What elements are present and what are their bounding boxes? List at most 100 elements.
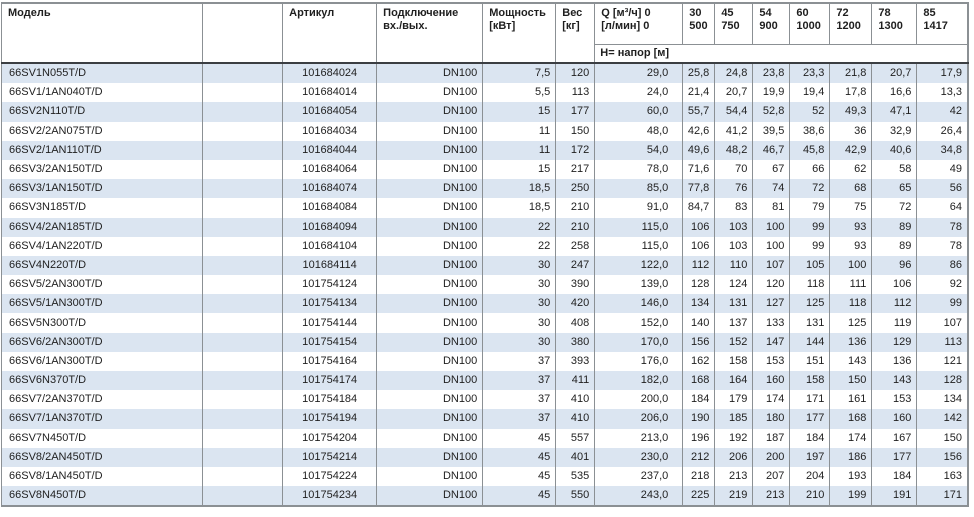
head-cell: 206: [714, 447, 754, 467]
col-header-empty: [202, 3, 284, 63]
head-cell: 127: [752, 294, 791, 314]
head-cell: 197: [789, 447, 831, 467]
connection-cell: DN100: [376, 313, 484, 333]
head-cell: 92: [916, 275, 969, 295]
flow-m3h: 72: [836, 7, 849, 19]
connection-cell: DN100: [376, 102, 484, 122]
power-cell: 15: [482, 159, 557, 180]
head-cell: 177: [871, 447, 918, 467]
head-cell: 120: [752, 275, 791, 295]
connection-cell: DN100: [376, 390, 484, 410]
head-cell: 150: [829, 371, 873, 391]
connection-cell: DN100: [376, 236, 484, 256]
spacer-cell: [202, 447, 284, 467]
head-cell: 225: [682, 486, 716, 507]
spacer-cell: [202, 179, 284, 199]
model-cell: 66SV5/2AN300T/D: [0, 275, 204, 295]
head-cell: 103: [714, 217, 754, 237]
power-cell: 15: [482, 102, 557, 122]
head-cell: 192: [714, 428, 754, 448]
head-cell: 158: [714, 351, 754, 371]
head-cell: 174: [752, 390, 791, 410]
weight-label-line1: Вес: [562, 7, 583, 19]
weight-cell: 393: [555, 351, 596, 371]
head-cell: 96: [871, 255, 918, 276]
head-cell: 79: [789, 198, 831, 218]
spacer-cell: [202, 313, 284, 333]
head-cell: 54,4: [714, 102, 754, 122]
table-row: 66SV8N450T/D 101754234 DN100 45 550 243,0 225 2…: [0, 486, 969, 507]
article-cell: 101684074: [282, 179, 378, 199]
head-q0-cell: 237,0: [594, 466, 684, 487]
table-row: 66SV5/1AN300T/D 101754134 DN100 30 420 146,0 1…: [0, 294, 969, 314]
article-cell: 101754124: [282, 275, 378, 295]
head-cell: 212: [682, 447, 716, 467]
head-cell: 89: [871, 236, 918, 256]
head-cell: 105: [789, 255, 831, 276]
head-cell: 17,9: [916, 63, 969, 84]
head-cell: 52: [789, 102, 831, 122]
connection-cell: DN100: [376, 198, 484, 218]
head-cell: 185: [714, 409, 754, 429]
model-cell: 66SV3N185T/D: [0, 198, 204, 218]
head-cell: 46,7: [752, 140, 791, 160]
head-cell: 150: [916, 428, 969, 448]
head-cell: 153: [871, 390, 918, 410]
weight-cell: 410: [555, 409, 596, 429]
spacer-cell: [202, 236, 284, 256]
head-cell: 106: [871, 275, 918, 295]
article-cell: 101754134: [282, 294, 378, 314]
head-q0-cell: 24,0: [594, 83, 684, 103]
article-cell: 101754174: [282, 371, 378, 391]
power-cell: 37: [482, 409, 557, 429]
power-label-line2: [кВт]: [489, 20, 516, 32]
head-cell: 20,7: [714, 83, 754, 103]
head-cell: 119: [871, 313, 918, 333]
flow-m3h: 45: [721, 7, 734, 19]
head-cell: 196: [682, 428, 716, 448]
table-row: 66SV2/2AN075T/D 101684034 DN100 11 150 48,0 42…: [0, 121, 969, 141]
power-cell: 30: [482, 332, 557, 352]
head-q0-cell: 206,0: [594, 409, 684, 429]
head-q0-cell: 54,0: [594, 140, 684, 160]
power-label-line1: Мощность: [489, 7, 546, 19]
flow-m3h: 78: [878, 7, 891, 19]
head-cell: 177: [789, 409, 831, 429]
article-cell: 101754204: [282, 428, 378, 448]
power-cell: 30: [482, 275, 557, 295]
article-cell: 101684044: [282, 140, 378, 160]
connection-cell: DN100: [376, 332, 484, 352]
head-cell: 153: [752, 351, 791, 371]
connection-cell: DN100: [376, 179, 484, 199]
head-cell: 48,2: [714, 140, 754, 160]
model-cell: 66SV3/1AN150T/D: [0, 179, 204, 199]
power-cell: 18,5: [482, 179, 557, 199]
power-cell: 45: [482, 486, 557, 507]
spacer-cell: [202, 428, 284, 448]
head-cell: 171: [789, 390, 831, 410]
head-cell: 68: [829, 179, 873, 199]
connection-cell: DN100: [376, 255, 484, 276]
head-cell: 113: [916, 332, 969, 352]
head-units-label: Н= напор [м]: [594, 44, 969, 63]
model-cell: 66SV2N110T/D: [0, 102, 204, 122]
power-cell: 30: [482, 294, 557, 314]
head-cell: 58: [871, 159, 918, 180]
connection-cell: DN100: [376, 371, 484, 391]
head-cell: 124: [714, 275, 754, 295]
head-cell: 77,8: [682, 179, 716, 199]
connection-cell: DN100: [376, 486, 484, 507]
head-cell: 143: [871, 371, 918, 391]
weight-cell: 172: [555, 140, 596, 160]
table-row: 66SV3/2AN150T/D 101684064 DN100 15 217 78,0 71…: [0, 159, 969, 180]
head-cell: 174: [829, 428, 873, 448]
head-cell: 193: [829, 466, 873, 487]
head-cell: 83: [714, 198, 754, 218]
flow-lmin: 1200: [836, 20, 861, 32]
flow-m3h: 60: [796, 7, 809, 19]
head-cell: 72: [871, 198, 918, 218]
head-cell: 137: [714, 313, 754, 333]
head-cell: 129: [871, 332, 918, 352]
head-cell: 89: [871, 217, 918, 237]
head-q0-cell: 243,0: [594, 486, 684, 507]
